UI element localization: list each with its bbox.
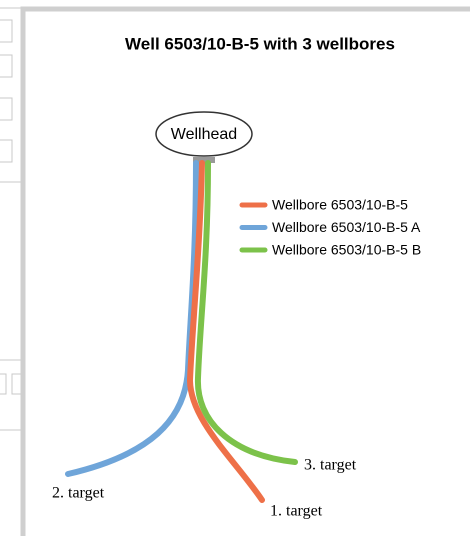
target-label: 2. target [52, 485, 105, 502]
legend-label: Wellbore 6503/10-B-5 B [272, 242, 421, 258]
wellbore-path [194, 160, 298, 465]
legend-label: Wellbore 6503/10-B-5 [272, 197, 408, 213]
diagram-title: Well 6503/10-B-5 with 3 wellbores [125, 34, 395, 53]
legend-label: Wellbore 6503/10-B-5 A [272, 219, 421, 235]
wellhead-label: Wellhead [171, 126, 237, 143]
background-form [0, 7, 23, 431]
target-label: 1. target [270, 503, 323, 520]
target-label: 3. target [304, 457, 357, 474]
wellhead [155, 111, 253, 157]
panel [20, 6, 470, 536]
wellbore-path [186, 160, 265, 503]
wellhead-base [193, 157, 215, 163]
